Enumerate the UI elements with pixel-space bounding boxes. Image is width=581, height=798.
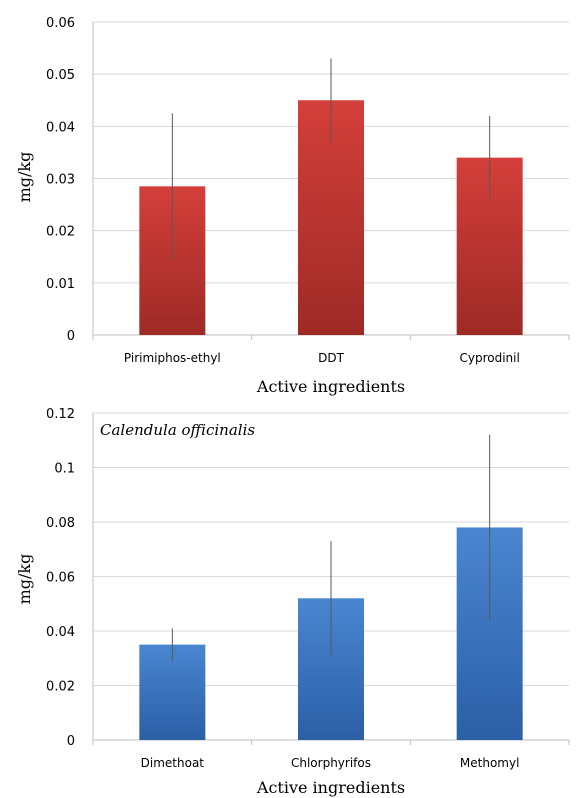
x-tick-label: Methomyl xyxy=(460,756,520,770)
x-axis-title: Active ingredients xyxy=(256,778,405,797)
y-tick-label: 0.12 xyxy=(46,407,75,422)
x-tick-label: DDT xyxy=(318,351,344,365)
y-tick-label: 0.02 xyxy=(46,225,75,240)
x-axis-title: Active ingredients xyxy=(256,377,405,396)
x-tick-label: Cyprodinil xyxy=(459,351,519,365)
y-tick-label: 0 xyxy=(67,734,75,749)
y-tick-label: 0.04 xyxy=(46,625,75,640)
tick-layer: 0 0.02 0.04 0.06 0.08 0.1 0.12 Dimethoat Chlorph… xyxy=(46,407,519,770)
y-tick-label: 0.01 xyxy=(46,277,75,292)
y-tick-label: 0.04 xyxy=(46,120,75,135)
y-axis-title: mg/kg xyxy=(15,152,34,203)
y-tick-label: 0.02 xyxy=(46,680,75,695)
y-tick-label: 0.08 xyxy=(46,516,75,531)
bar-layer xyxy=(139,58,523,335)
y-tick-label: 0.03 xyxy=(46,173,75,188)
chart-annotation: Calendula officinalis xyxy=(100,421,255,439)
y-tick-label: 0.05 xyxy=(46,68,75,83)
y-tick-label: 0.06 xyxy=(46,16,75,31)
y-tick-label: 0.1 xyxy=(54,462,75,477)
y-tick-label: 0.06 xyxy=(46,571,75,586)
y-axis-title: mg/kg xyxy=(15,554,34,605)
tick-layer: 0 0.01 0.02 0.03 0.04 0.05 0.06 Pirimiphos-ethy… xyxy=(46,16,520,365)
chart-pesticides-red: 0 0.01 0.02 0.03 0.04 0.05 0.06 Pirimiphos-ethy… xyxy=(15,16,570,396)
x-tick-label: Dimethoat xyxy=(141,756,205,770)
x-tick-label: Pirimiphos-ethyl xyxy=(124,351,221,365)
bar-layer xyxy=(139,434,523,740)
y-tick-label: 0 xyxy=(67,329,75,344)
chart-calendula-blue: 0 0.02 0.04 0.06 0.08 0.1 0.12 Dimethoat Chlorph… xyxy=(15,407,570,797)
x-tick-label: Chlorphyrifos xyxy=(291,756,371,770)
